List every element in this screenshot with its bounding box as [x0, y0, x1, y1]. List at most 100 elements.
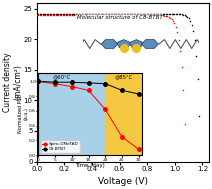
Point [95, 12, 98, 15]
Point [107, 13, 111, 16]
Point [99, 13, 102, 16]
Point [86, 12, 89, 15]
Point [151, 13, 154, 16]
Point [123, 12, 127, 15]
Point [147, 13, 150, 16]
Point [73, 12, 76, 15]
Point [68, 13, 72, 16]
Point [97, 12, 101, 15]
Point [148, 12, 152, 15]
Point [92, 12, 95, 15]
Point [67, 12, 70, 15]
Point [67, 13, 70, 16]
Point [128, 12, 131, 15]
Point [121, 12, 124, 15]
Point [171, 12, 175, 15]
Point [48, 13, 52, 16]
Point [61, 13, 64, 16]
Point [36, 13, 40, 16]
Point [54, 13, 57, 16]
Point [155, 12, 159, 15]
Point [129, 12, 133, 15]
Point [180, 13, 183, 16]
Point [183, 13, 186, 16]
Point [58, 12, 62, 15]
Point [52, 13, 56, 16]
Point [129, 13, 133, 16]
Point [97, 13, 101, 16]
Point [64, 13, 67, 16]
Point [77, 12, 81, 15]
Point [35, 12, 38, 15]
Point [89, 13, 92, 16]
Point [83, 13, 86, 16]
Point [135, 13, 138, 16]
Point [84, 13, 88, 16]
Point [174, 26, 178, 29]
Point [87, 13, 91, 16]
Point [174, 12, 178, 15]
Point [112, 12, 115, 15]
X-axis label: Voltage (V): Voltage (V) [98, 177, 148, 186]
Point [164, 14, 167, 17]
Point [179, 12, 182, 15]
Point [190, 23, 194, 26]
Point [147, 12, 150, 15]
Point [55, 12, 59, 15]
Point [145, 13, 149, 16]
Point [113, 12, 117, 15]
Point [70, 13, 73, 16]
Point [154, 12, 157, 15]
Point [139, 13, 143, 16]
Point [122, 12, 126, 15]
Point [78, 13, 82, 16]
Point [181, 89, 185, 92]
Point [142, 13, 146, 16]
Y-axis label: Current density
(mA/cm²): Current density (mA/cm²) [3, 52, 22, 112]
Point [134, 12, 137, 15]
Point [170, 17, 173, 20]
Point [145, 12, 149, 15]
Point [106, 13, 109, 16]
Point [161, 12, 165, 15]
Point [87, 12, 91, 15]
Point [135, 12, 138, 15]
Point [128, 13, 131, 16]
Point [103, 12, 107, 15]
Point [83, 12, 86, 15]
Point [84, 12, 88, 15]
Point [102, 13, 105, 16]
Point [93, 13, 96, 16]
Point [99, 12, 102, 15]
Point [168, 16, 172, 19]
Point [149, 12, 153, 15]
Point [66, 13, 69, 16]
Point [118, 13, 121, 16]
Point [138, 12, 141, 15]
Point [66, 12, 69, 15]
Point [47, 12, 50, 15]
Point [157, 14, 160, 17]
Point [70, 12, 73, 15]
Point [96, 13, 99, 16]
Point [125, 13, 128, 16]
Point [110, 12, 114, 15]
Point [186, 15, 189, 18]
Point [173, 22, 176, 25]
Point [118, 12, 121, 15]
Point [90, 13, 93, 16]
Point [44, 12, 47, 15]
Point [161, 14, 165, 17]
Point [77, 13, 81, 16]
Point [171, 19, 175, 22]
Point [74, 12, 78, 15]
Point [132, 12, 135, 15]
Point [155, 14, 159, 17]
Point [100, 12, 104, 15]
Point [126, 13, 130, 16]
Point [81, 12, 85, 15]
Point [95, 13, 98, 16]
Point [74, 13, 78, 16]
Point [152, 12, 156, 15]
Point [45, 13, 49, 16]
